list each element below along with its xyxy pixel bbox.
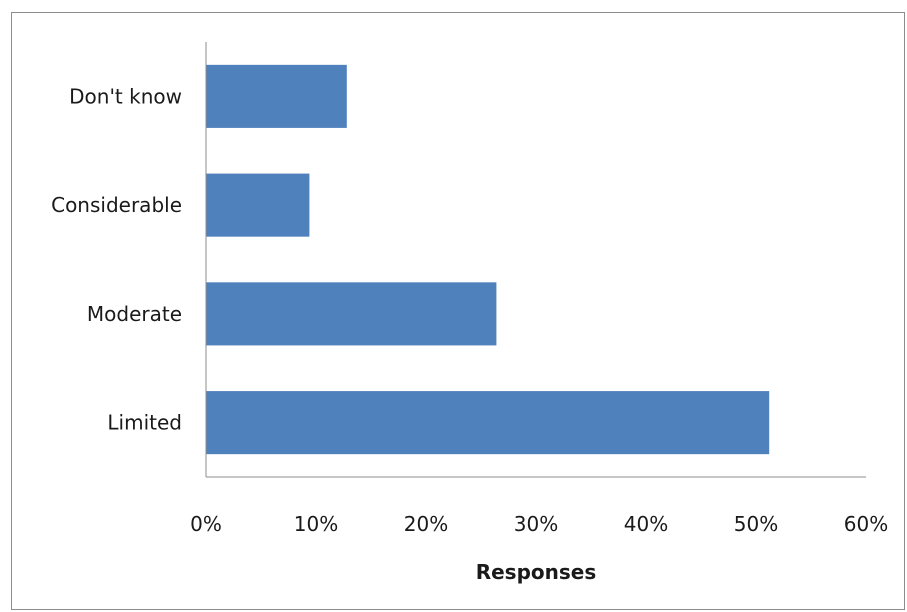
x-tick-label: 0% — [190, 512, 222, 536]
x-tick-label: 10% — [294, 512, 338, 536]
category-labels-group: Don't know Considerable Moderate Limited — [51, 84, 182, 434]
bar-moderate — [206, 282, 497, 346]
category-label: Don't know — [69, 84, 182, 108]
x-tick-label: 20% — [404, 512, 448, 536]
x-tick-label: 50% — [734, 512, 778, 536]
bars-group — [206, 64, 770, 455]
category-label: Moderate — [87, 302, 182, 326]
bar-limited — [206, 391, 770, 455]
x-axis-title: Responses — [476, 560, 597, 584]
bar-considerable — [206, 173, 310, 237]
x-tick-label: 40% — [624, 512, 668, 536]
category-label: Considerable — [51, 193, 182, 217]
bar-don-t-know — [206, 64, 347, 128]
x-tick-label: 30% — [514, 512, 558, 536]
x-tick-label: 60% — [844, 512, 888, 536]
x-tick-labels-group: 0% 10% 20% 30% 40% 50% 60% — [190, 512, 888, 536]
category-label: Limited — [107, 411, 182, 435]
